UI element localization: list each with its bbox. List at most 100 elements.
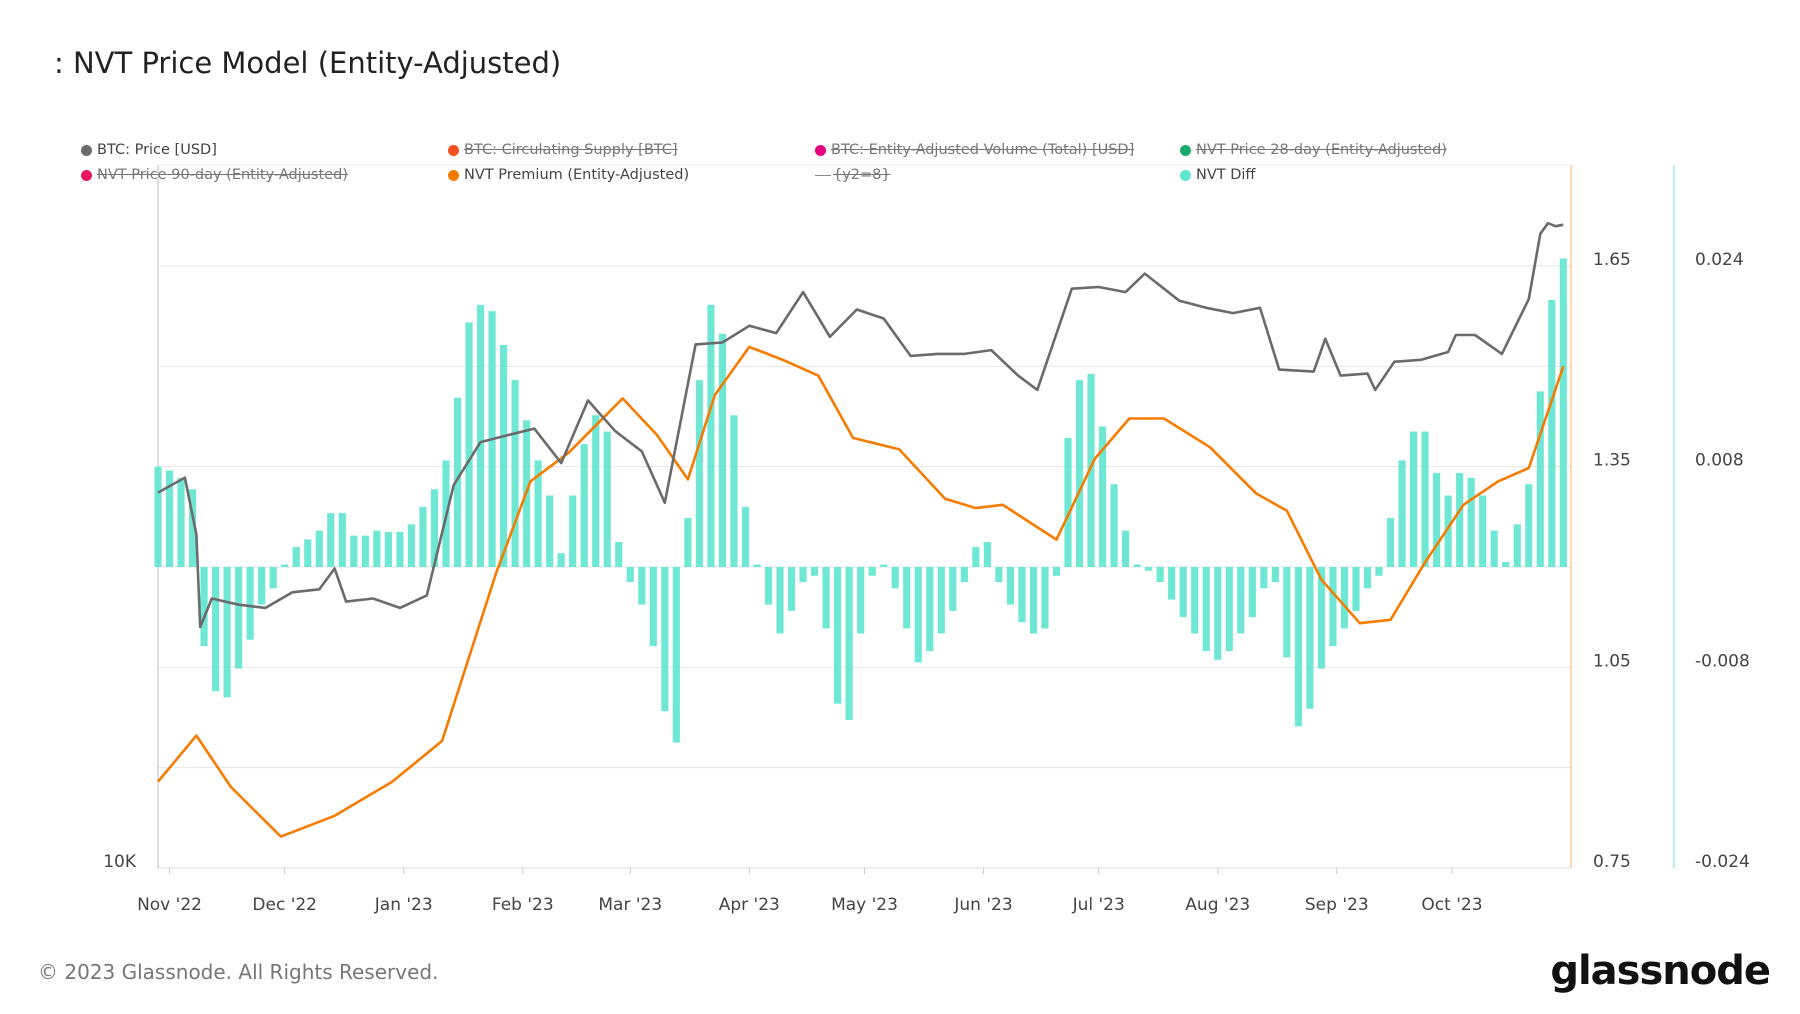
nvt-diff-bar bbox=[281, 564, 289, 567]
nvt-diff-bar bbox=[177, 477, 185, 567]
nvt-diff-bar bbox=[1018, 567, 1026, 623]
nvt-diff-bar bbox=[373, 530, 381, 567]
nvt-diff-bar bbox=[396, 531, 404, 567]
nvt-diff-bar bbox=[476, 304, 485, 567]
nvt-diff-bar bbox=[1513, 524, 1521, 567]
nvt-diff-bar bbox=[557, 553, 565, 567]
nvt-diff-bar bbox=[1490, 530, 1498, 567]
nvt-premium-line bbox=[157, 345, 1565, 838]
nvt-diff-bar bbox=[569, 495, 577, 567]
nvt-diff-bar bbox=[1098, 426, 1107, 567]
nvt-diff-bar bbox=[649, 567, 657, 647]
nvt-diff-bar bbox=[1433, 472, 1441, 567]
nvt-diff-bar bbox=[361, 535, 369, 567]
nvt-diff-bar bbox=[626, 567, 634, 583]
legend-marker-icon bbox=[81, 169, 92, 181]
nvt-diff-bar bbox=[1052, 567, 1061, 576]
legend-marker-icon bbox=[81, 144, 92, 156]
nvt-diff-bar bbox=[223, 567, 231, 698]
nvt-diff-bar bbox=[453, 397, 462, 567]
legend-item[interactable]: NVT Price 90-day (Entity-Adjusted) bbox=[81, 167, 348, 183]
nvt-diff-bar bbox=[787, 567, 796, 611]
nvt-diff-bar bbox=[1456, 472, 1464, 567]
legend-label: NVT Price 28-day (Entity-Adjusted) bbox=[1196, 142, 1447, 158]
nvt-diff-bar bbox=[1029, 567, 1038, 634]
nvt-diff-bar bbox=[1283, 567, 1291, 658]
legend-item[interactable]: {y2=8} bbox=[815, 167, 891, 183]
nvt-diff-bar bbox=[972, 546, 980, 567]
nvt-diff-bar bbox=[1145, 567, 1153, 571]
nvt-diff-bar bbox=[188, 489, 197, 567]
legend-item[interactable]: NVT Diff bbox=[1180, 167, 1255, 183]
legend-marker-icon bbox=[1180, 144, 1191, 156]
nvt-diff-bar bbox=[1168, 567, 1176, 600]
nvt-diff-bar bbox=[891, 567, 899, 589]
diff-axis-label: 0.024 bbox=[1695, 250, 1744, 270]
nvt-diff-bar bbox=[638, 567, 646, 605]
nvt-diff-bar bbox=[868, 567, 876, 576]
nvt-diff-bar bbox=[799, 567, 807, 583]
nvt-diff-bar bbox=[1352, 567, 1360, 611]
nvt-diff-bar bbox=[165, 470, 174, 567]
legend-marker-icon bbox=[448, 169, 459, 181]
nvt-diff-bar bbox=[1340, 567, 1349, 629]
nvt-diff-bar bbox=[1191, 567, 1199, 634]
legend-label: BTC: Circulating Supply [BTC] bbox=[464, 142, 678, 158]
nvt-diff-bar bbox=[419, 506, 427, 567]
nvt-diff-bar bbox=[258, 567, 266, 605]
nvt-diff-bar bbox=[1064, 437, 1072, 567]
diff-axis-label: 0.008 bbox=[1695, 451, 1744, 471]
glassnode-logo[interactable]: glassnode bbox=[1550, 948, 1771, 994]
legend-item[interactable]: NVT Price 28-day (Entity-Adjusted) bbox=[1180, 142, 1447, 158]
nvt-diff-bar bbox=[983, 541, 991, 567]
nvt-diff-bar bbox=[200, 567, 208, 647]
nvt-diff-bar bbox=[1479, 495, 1487, 567]
nvt-diff-bar bbox=[741, 506, 750, 567]
nvt-diff-bar bbox=[1375, 567, 1383, 576]
nvt-diff-bar bbox=[1398, 460, 1406, 567]
legend-marker-icon bbox=[815, 144, 826, 156]
legend-label: NVT Price 90-day (Entity-Adjusted) bbox=[97, 167, 348, 183]
nvt-diff-bar bbox=[776, 567, 784, 634]
legend-item[interactable]: NVT Premium (Entity-Adjusted) bbox=[448, 167, 689, 183]
nvt-diff-bar bbox=[695, 380, 703, 567]
legend-item[interactable]: BTC: Entity-Adjusted Volume (Total) [USD… bbox=[815, 142, 1134, 158]
nvt-diff-bar bbox=[926, 567, 934, 652]
nvt-diff-bar bbox=[1041, 567, 1049, 629]
legend-item[interactable]: BTC: Price [USD] bbox=[81, 142, 217, 158]
nvt-diff-bar bbox=[350, 535, 358, 567]
nvt-diff-bar bbox=[304, 539, 312, 567]
x-tick-label: Oct '23 bbox=[1421, 895, 1482, 915]
legend-item[interactable]: BTC: Circulating Supply [BTC] bbox=[448, 142, 678, 158]
nvt-diff-bar bbox=[1271, 567, 1279, 583]
nvt-diff-bar bbox=[1225, 567, 1233, 652]
x-tick-label: May '23 bbox=[831, 895, 898, 915]
legend-marker-icon bbox=[1180, 169, 1191, 181]
nvt-diff-bar bbox=[1006, 567, 1014, 605]
x-tick-label: Nov '22 bbox=[137, 895, 202, 915]
nvt-diff-bar bbox=[845, 567, 853, 721]
nvt-diff-bar bbox=[511, 380, 519, 567]
nvt-diff-bar bbox=[880, 564, 888, 567]
nvt-diff-bar bbox=[1214, 567, 1222, 660]
legend-marker-icon bbox=[815, 174, 831, 176]
nvt-diff-bar bbox=[603, 431, 611, 567]
diff-axis-label: -0.024 bbox=[1695, 852, 1750, 872]
nvt-diff-bar bbox=[1421, 431, 1429, 567]
nvt-diff-bar bbox=[1502, 561, 1510, 567]
btc-price-line bbox=[157, 221, 1564, 629]
nvt-diff-bar bbox=[315, 530, 323, 567]
nvt-diff-bar bbox=[1410, 431, 1418, 567]
nvt-diff-bar bbox=[1122, 530, 1130, 567]
nvt-diff-bar bbox=[292, 546, 300, 567]
nvt-diff-bar bbox=[764, 567, 773, 605]
x-tick-label: Apr '23 bbox=[719, 895, 780, 915]
nvt-diff-bar bbox=[718, 333, 727, 567]
nvt-diff-bar bbox=[684, 518, 692, 567]
nvt-diff-bar bbox=[384, 531, 392, 567]
x-tick-label: Mar '23 bbox=[598, 895, 662, 915]
nvt-diff-bar bbox=[1329, 567, 1337, 647]
nvt-diff-bar bbox=[914, 567, 922, 663]
nvt-diff-bar bbox=[465, 322, 473, 567]
premium-axis-label: 1.35 bbox=[1593, 451, 1631, 471]
